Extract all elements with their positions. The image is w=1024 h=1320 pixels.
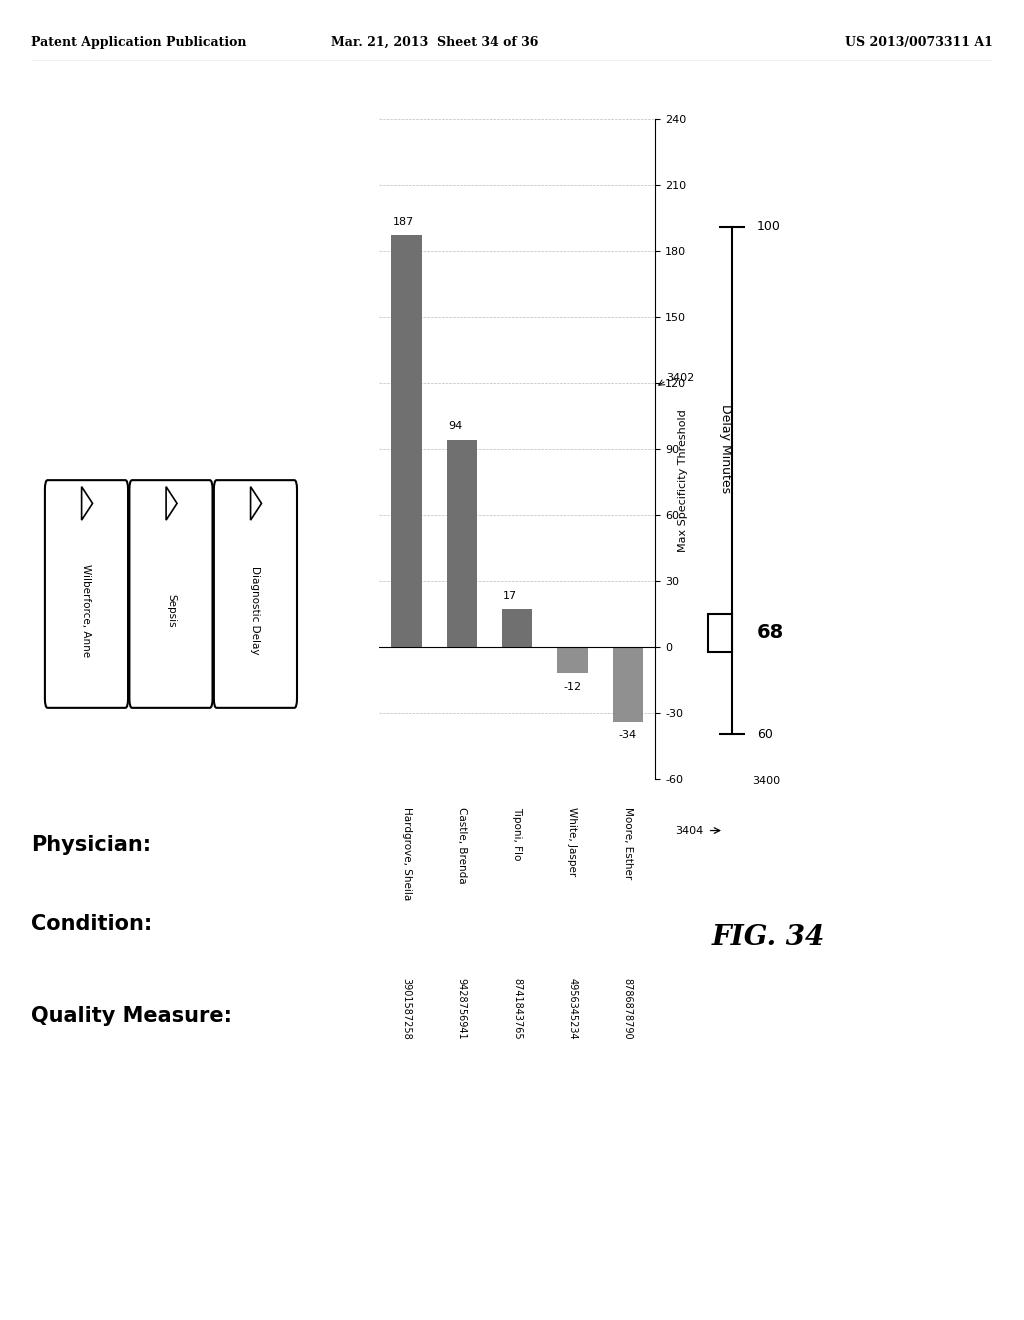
Text: 94: 94: [449, 421, 462, 432]
Text: -34: -34: [618, 730, 637, 741]
Text: 60: 60: [757, 727, 773, 741]
Text: FIG. 34: FIG. 34: [712, 924, 824, 950]
Bar: [446, 440, 477, 647]
Text: White, Jasper: White, Jasper: [567, 807, 578, 876]
FancyBboxPatch shape: [45, 480, 128, 708]
Text: Mar. 21, 2013  Sheet 34 of 36: Mar. 21, 2013 Sheet 34 of 36: [332, 36, 539, 49]
Text: Wilberforce, Anne: Wilberforce, Anne: [82, 564, 91, 657]
Polygon shape: [82, 487, 92, 520]
Bar: [391, 235, 422, 647]
Bar: [612, 647, 643, 722]
Text: Patent Application Publication: Patent Application Publication: [31, 36, 246, 49]
FancyBboxPatch shape: [214, 480, 297, 708]
Text: 3400: 3400: [753, 776, 780, 785]
Text: 8786878790: 8786878790: [623, 978, 633, 1040]
Text: Tiponi, Flo: Tiponi, Flo: [512, 807, 522, 861]
Text: 4956345234: 4956345234: [567, 978, 578, 1040]
FancyBboxPatch shape: [129, 480, 213, 708]
Text: 100: 100: [757, 220, 780, 234]
Text: US 2013/0073311 A1: US 2013/0073311 A1: [846, 36, 993, 49]
Text: Moore, Esther: Moore, Esther: [623, 807, 633, 879]
Bar: [557, 647, 588, 673]
FancyBboxPatch shape: [708, 614, 732, 652]
Text: 9428756941: 9428756941: [457, 978, 467, 1040]
Polygon shape: [251, 487, 261, 520]
Text: 8741843765: 8741843765: [512, 978, 522, 1040]
Text: Physician:: Physician:: [31, 834, 151, 855]
Y-axis label: Delay Minutes: Delay Minutes: [719, 404, 732, 494]
Text: Hardgrove, Sheila: Hardgrove, Sheila: [401, 807, 412, 900]
Text: Diagnostic Delay: Diagnostic Delay: [251, 566, 260, 655]
Text: 17: 17: [504, 590, 517, 601]
Bar: [502, 610, 532, 647]
Text: Quality Measure:: Quality Measure:: [31, 1006, 231, 1027]
Text: Sepsis: Sepsis: [166, 594, 176, 627]
Text: Castle, Brenda: Castle, Brenda: [457, 807, 467, 883]
Text: -12: -12: [563, 682, 582, 692]
Text: 68: 68: [757, 623, 784, 643]
Text: Condition:: Condition:: [31, 913, 152, 935]
Text: 187: 187: [393, 216, 414, 227]
Text: 3901587258: 3901587258: [401, 978, 412, 1040]
Text: 3404: 3404: [675, 825, 703, 836]
Text: 3402: 3402: [667, 374, 694, 383]
Text: Max Specificity Threshold: Max Specificity Threshold: [678, 409, 688, 552]
Polygon shape: [166, 487, 177, 520]
